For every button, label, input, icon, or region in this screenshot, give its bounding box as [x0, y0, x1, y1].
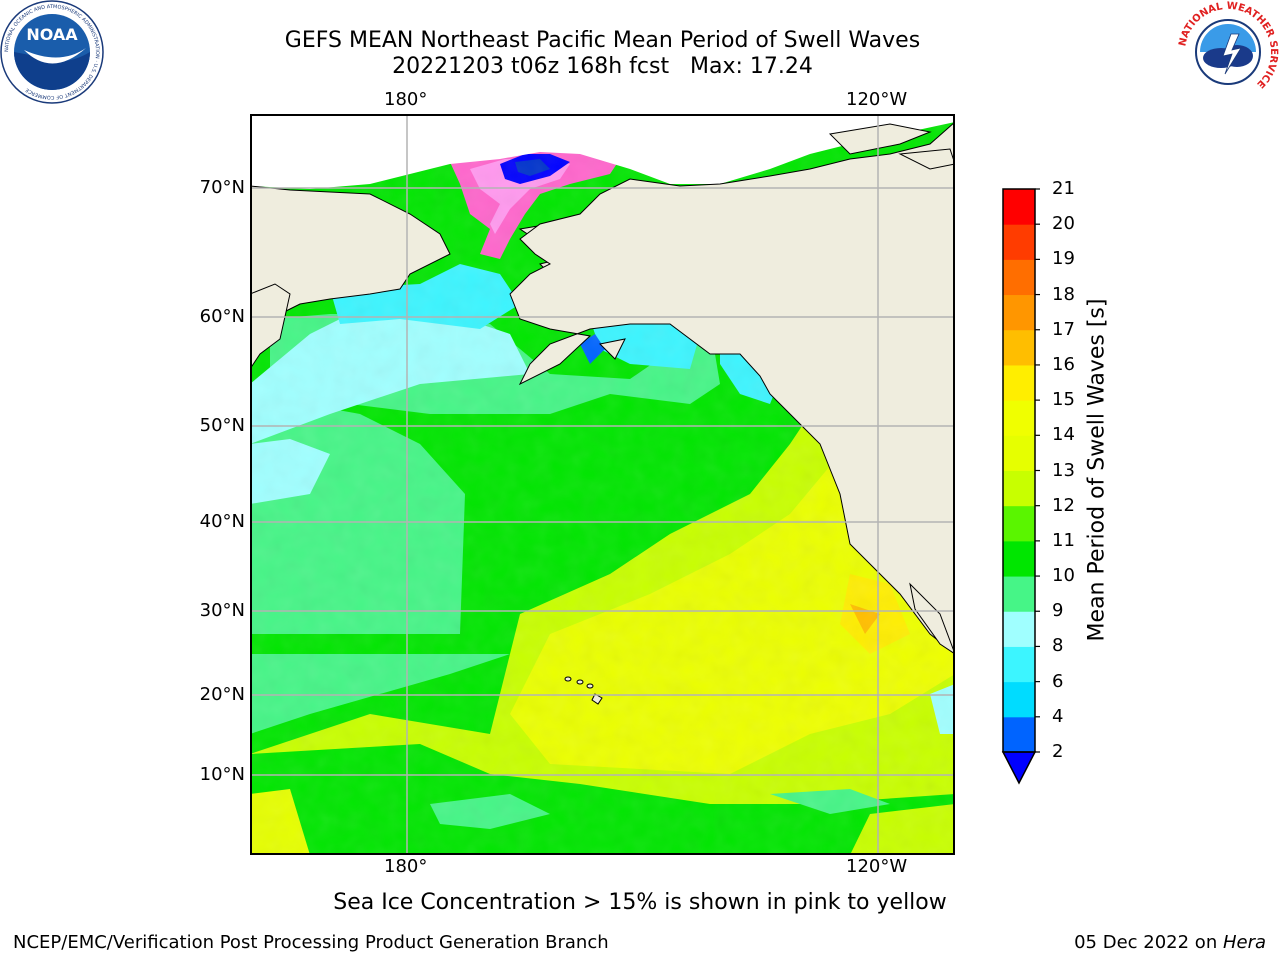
colorbar-tick-label: 4	[1052, 705, 1064, 727]
noaa-wordmark: NOAA	[26, 25, 78, 44]
colorbar-tick-label: 11	[1052, 529, 1075, 551]
lat-label-50n: 50°N	[199, 415, 245, 436]
colorbar-tick-label: 19	[1052, 248, 1075, 270]
colorbar-swatch	[1003, 611, 1035, 647]
credit-right: 05 Dec 2022 on Hera	[1074, 932, 1266, 953]
colorbar-swatch	[1003, 435, 1035, 471]
colorbar-swatch	[1003, 400, 1035, 436]
lon-label-top-120w: 120°W	[846, 89, 908, 110]
lon-label-top-180: 180°	[384, 89, 428, 110]
colorbar-tick-label: 15	[1052, 389, 1075, 411]
hawaii-islands	[564, 676, 603, 705]
map-frame	[250, 114, 955, 855]
colorbar-swatch	[1003, 681, 1035, 718]
credit-machine: Hera	[1222, 932, 1266, 953]
colorbar-tick-label: 8	[1052, 635, 1064, 657]
colorbar-swatch	[1003, 540, 1035, 577]
colorbar-tick-label: 2	[1052, 741, 1064, 762]
colorbar-swatch	[1003, 716, 1035, 753]
colorbar-tick-label: 10	[1052, 565, 1075, 587]
map-panel	[250, 114, 955, 855]
colorbar-label: Mean Period of Swell Waves [s]	[1084, 298, 1110, 642]
map-title: GEFS MEAN Northeast Pacific Mean Period …	[284, 28, 921, 53]
sea-ice-caption: Sea Ice Concentration > 15% is shown in …	[333, 890, 947, 915]
colorbar-swatch	[1003, 576, 1035, 612]
colorbar-tick-label: 16	[1052, 353, 1075, 375]
lon-label-bottom-120w: 120°W	[846, 856, 908, 877]
colorbar-tick-label: 18	[1052, 283, 1075, 305]
colorbar-tick-label: 20	[1052, 213, 1075, 235]
colorbar-swatch	[1003, 505, 1035, 542]
lat-label-40n: 40°N	[199, 511, 245, 532]
colorbar-tick-label: 12	[1052, 494, 1075, 516]
nws-logo: NATIONAL WEATHER SERVICE	[1177, 1, 1279, 102]
colorbar-under-triangle	[1001, 751, 1037, 785]
colorbar-swatch	[1003, 364, 1035, 401]
colorbar-swatch	[1003, 470, 1035, 507]
noaa-logo: NATIONAL OCEANIC AND ATMOSPHERIC ADMINIS…	[0, 0, 104, 104]
colorbar-swatch	[1003, 294, 1035, 331]
map-subtitle: 20221203 t06z 168h fcst Max: 17.24	[392, 54, 813, 79]
lon-label-bottom-180: 180°	[384, 856, 428, 877]
lat-label-60n: 60°N	[199, 306, 245, 327]
lat-label-10n: 10°N	[199, 764, 245, 785]
colorbar-swatch	[1003, 224, 1035, 260]
credit-date: 05 Dec 2022 on	[1074, 932, 1223, 953]
lat-label-70n: 70°N	[199, 177, 245, 198]
graticule	[250, 114, 955, 855]
colorbar-tick-label: 9	[1052, 600, 1064, 622]
colorbar-swatch	[1003, 329, 1035, 366]
colorbar	[1001, 188, 1040, 785]
lat-label-20n: 20°N	[199, 684, 245, 705]
colorbar-tick-label: 17	[1052, 318, 1075, 340]
colorbar-swatch	[1003, 646, 1035, 683]
colorbar-tick-label: 21	[1052, 178, 1075, 199]
credit-left: NCEP/EMC/Verification Post Processing Pr…	[13, 932, 609, 953]
colorbar-tick-label: 14	[1052, 424, 1075, 446]
colorbar-swatch	[1003, 259, 1035, 296]
colorbar-tick-label: 13	[1052, 459, 1075, 481]
colorbar-swatch	[1003, 189, 1035, 225]
lat-label-30n: 30°N	[199, 600, 245, 621]
colorbar-tick-label: 6	[1052, 670, 1064, 692]
